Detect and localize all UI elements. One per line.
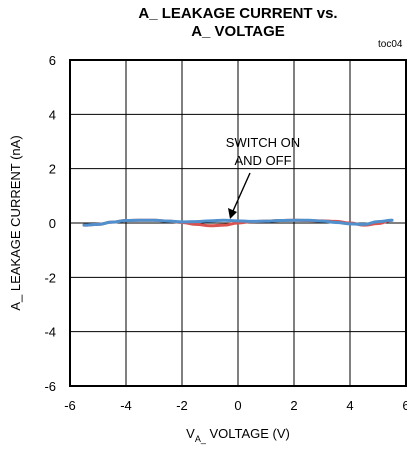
annotation-arrowhead <box>228 208 237 219</box>
y-tick-label: -4 <box>44 325 56 340</box>
y-tick-labels: 6 4 2 0 -2 -4 -6 <box>44 53 56 394</box>
x-axis-label-prefix: V <box>186 426 195 441</box>
x-axis-label: VA_ VOLTAGE (V) <box>186 426 290 444</box>
x-tick-label: 0 <box>234 398 241 413</box>
x-tick-label: 6 <box>402 398 407 413</box>
y-tick-label: 6 <box>49 53 56 68</box>
annotation-line2: AND OFF <box>234 153 291 168</box>
annotation-arrow <box>232 172 251 212</box>
x-axis-label-subscript: A_ <box>195 434 207 444</box>
y-tick-label: 0 <box>49 216 56 231</box>
y-tick-label: 2 <box>49 162 56 177</box>
x-axis-label-suffix: VOLTAGE (V) <box>206 426 290 441</box>
series-lines <box>82 218 394 228</box>
y-axis-label: A_ LEAKAGE CURRENT (nA) <box>8 135 23 310</box>
chart-title-line2: A_ VOLTAGE <box>191 23 285 40</box>
chart-title-line1: A_ LEAKAGE CURRENT vs. <box>138 5 337 22</box>
figure-code: toc04 <box>378 39 403 50</box>
annotation-line1: SWITCH ON <box>226 135 300 150</box>
y-tick-label: 4 <box>49 107 56 122</box>
x-tick-label: -2 <box>176 398 188 413</box>
y-tick-label: -2 <box>44 270 56 285</box>
y-tick-label: -6 <box>44 379 56 394</box>
x-tick-label: -6 <box>64 398 76 413</box>
plot-frame <box>69 59 407 387</box>
x-tick-label: -4 <box>120 398 132 413</box>
x-tick-label: 2 <box>290 398 297 413</box>
x-tick-labels: -6 -4 -2 0 2 4 6 <box>64 398 407 413</box>
x-tick-label: 4 <box>346 398 353 413</box>
series-line-1 <box>82 218 394 227</box>
